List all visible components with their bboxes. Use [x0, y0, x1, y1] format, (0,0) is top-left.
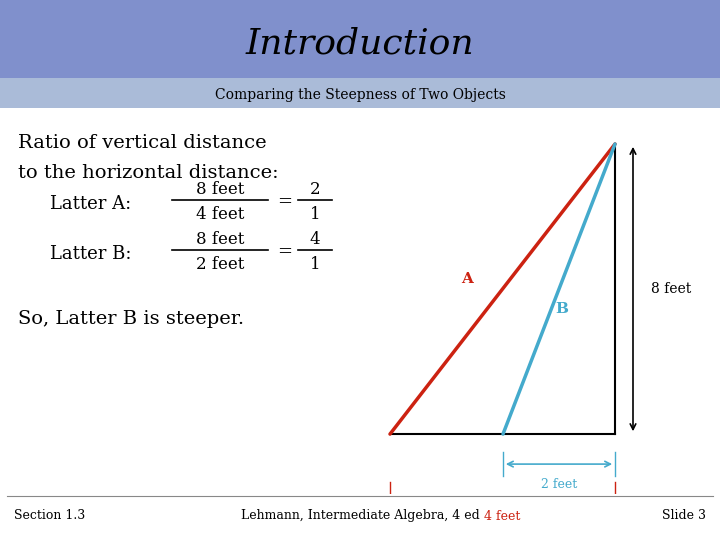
Text: Lehmann, Intermediate Algebra, 4 ed: Lehmann, Intermediate Algebra, 4 ed [240, 509, 480, 522]
Text: 1: 1 [310, 206, 320, 222]
Text: 1: 1 [310, 255, 320, 273]
Text: Latter B:: Latter B: [50, 245, 132, 263]
Text: Latter A:: Latter A: [50, 195, 131, 213]
Text: 8 feet: 8 feet [651, 282, 691, 296]
Text: 8 feet: 8 feet [196, 231, 244, 247]
Text: to the horizontal distance:: to the horizontal distance: [18, 164, 279, 182]
Text: 4 feet: 4 feet [485, 510, 521, 523]
Text: =: = [277, 243, 292, 261]
Text: A: A [462, 272, 474, 286]
Text: 2: 2 [310, 180, 320, 198]
Text: Introduction: Introduction [246, 26, 474, 60]
Text: 8 feet: 8 feet [196, 180, 244, 198]
Text: Ratio of vertical distance: Ratio of vertical distance [18, 134, 266, 152]
Text: 2 feet: 2 feet [196, 255, 244, 273]
Text: =: = [277, 193, 292, 211]
Text: B: B [556, 302, 569, 316]
Text: Slide 3: Slide 3 [662, 509, 706, 522]
Text: 4: 4 [310, 231, 320, 247]
Text: Comparing the Steepness of Two Objects: Comparing the Steepness of Two Objects [215, 87, 505, 102]
Text: Section 1.3: Section 1.3 [14, 509, 86, 522]
Text: So, Latter B is steeper.: So, Latter B is steeper. [18, 310, 244, 328]
Text: 2 feet: 2 feet [541, 478, 577, 491]
Text: 4 feet: 4 feet [196, 206, 244, 222]
